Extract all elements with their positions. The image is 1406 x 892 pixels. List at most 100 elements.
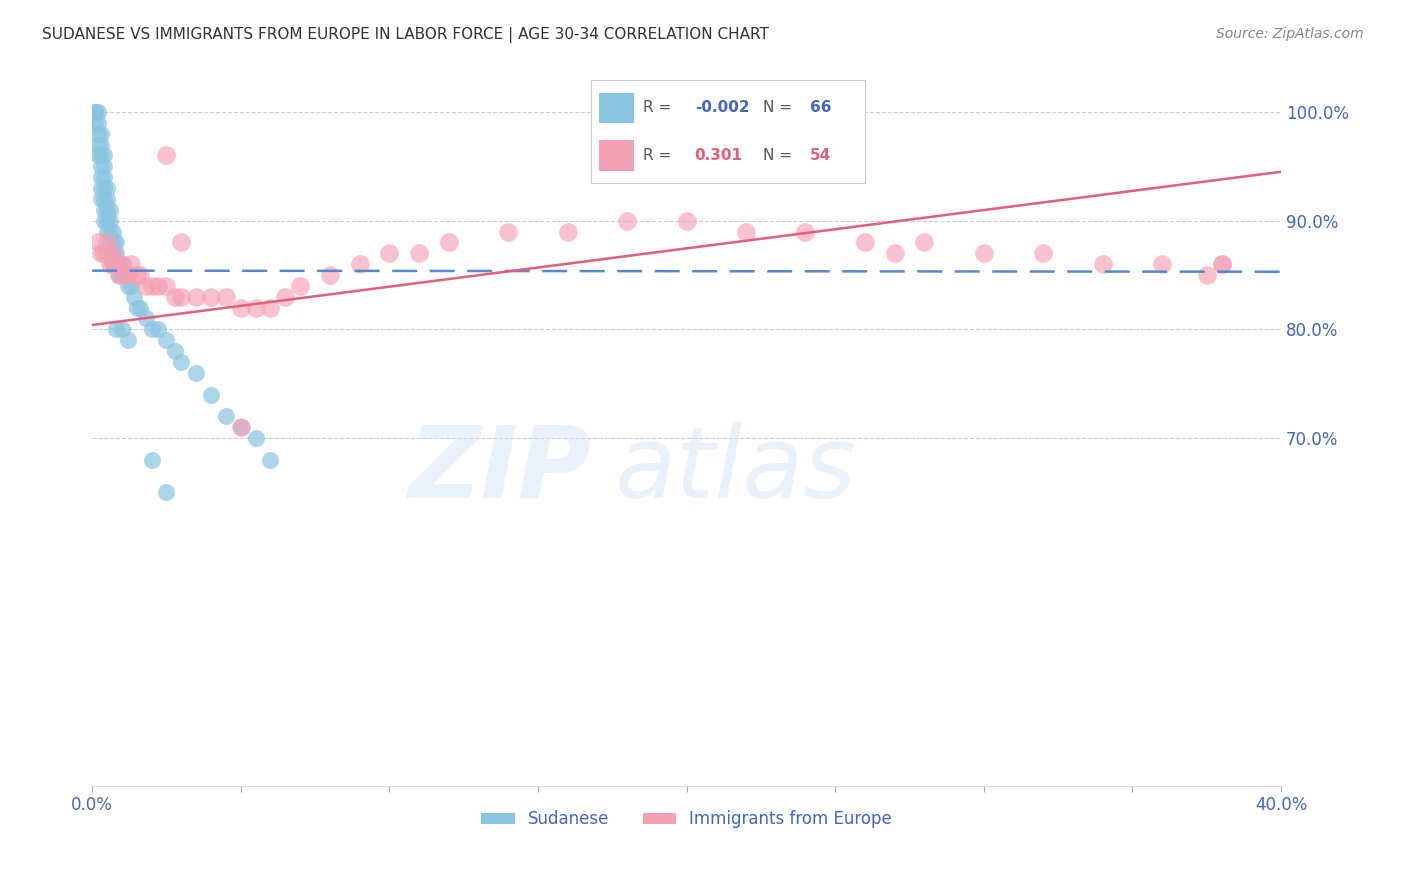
Point	[229, 420, 252, 434]
Point	[141, 322, 163, 336]
Point	[104, 246, 127, 260]
Point	[114, 268, 136, 282]
Point	[141, 278, 163, 293]
Point	[96, 181, 118, 195]
Point	[87, 105, 110, 120]
Point	[200, 290, 222, 304]
Point	[111, 257, 134, 271]
Point	[259, 452, 281, 467]
Point	[90, 192, 112, 206]
Point	[135, 278, 157, 293]
Point	[90, 181, 112, 195]
Point	[557, 225, 579, 239]
Point	[96, 235, 118, 250]
Point	[93, 213, 115, 227]
Text: ZIP: ZIP	[409, 422, 592, 518]
Point	[155, 333, 177, 347]
Point	[101, 225, 124, 239]
Text: R =: R =	[643, 148, 671, 162]
Point	[125, 268, 148, 282]
Point	[794, 225, 817, 239]
Point	[90, 137, 112, 152]
Point	[96, 213, 118, 227]
Point	[98, 246, 121, 260]
Point	[101, 246, 124, 260]
Point	[93, 246, 115, 260]
Point	[101, 257, 124, 271]
Point	[93, 202, 115, 217]
Text: 54: 54	[810, 148, 831, 162]
Point	[111, 257, 134, 271]
Text: 0.301: 0.301	[695, 148, 742, 162]
Point	[128, 301, 150, 315]
Point	[1211, 257, 1233, 271]
Point	[101, 235, 124, 250]
Point	[96, 225, 118, 239]
Point	[1091, 257, 1114, 271]
Point	[101, 246, 124, 260]
Point	[120, 257, 142, 271]
Point	[90, 170, 112, 185]
Point	[170, 355, 193, 369]
Point	[408, 246, 430, 260]
Point	[98, 235, 121, 250]
Point	[1032, 246, 1054, 260]
Point	[90, 127, 112, 141]
Bar	[599, 140, 634, 170]
Point	[101, 257, 124, 271]
Point	[1195, 268, 1218, 282]
Point	[135, 311, 157, 326]
Point	[245, 431, 267, 445]
Text: atlas: atlas	[616, 422, 856, 518]
Point	[87, 116, 110, 130]
Legend: Sudanese, Immigrants from Europe: Sudanese, Immigrants from Europe	[474, 804, 898, 835]
Point	[98, 257, 121, 271]
Point	[675, 213, 697, 227]
Point	[200, 387, 222, 401]
Text: N =: N =	[763, 148, 792, 162]
Point	[96, 192, 118, 206]
Point	[1211, 257, 1233, 271]
Point	[883, 246, 905, 260]
Point	[125, 301, 148, 315]
Point	[735, 225, 758, 239]
Point	[290, 278, 312, 293]
Point	[853, 235, 876, 250]
Point	[170, 290, 193, 304]
Point	[128, 268, 150, 282]
Point	[90, 159, 112, 173]
Point	[245, 301, 267, 315]
Point	[186, 290, 208, 304]
Point	[96, 202, 118, 217]
Point	[155, 485, 177, 500]
Point	[229, 420, 252, 434]
Bar	[599, 93, 634, 123]
Text: 66: 66	[810, 101, 831, 115]
Point	[229, 301, 252, 315]
Point	[90, 246, 112, 260]
Point	[146, 322, 169, 336]
Point	[104, 322, 127, 336]
Point	[117, 333, 139, 347]
Point	[93, 181, 115, 195]
Point	[84, 105, 107, 120]
Point	[319, 268, 342, 282]
Point	[111, 268, 134, 282]
Point	[117, 268, 139, 282]
Point	[87, 235, 110, 250]
Point	[104, 257, 127, 271]
Point	[186, 366, 208, 380]
Point	[87, 137, 110, 152]
Point	[141, 452, 163, 467]
Text: SUDANESE VS IMMIGRANTS FROM EUROPE IN LABOR FORCE | AGE 30-34 CORRELATION CHART: SUDANESE VS IMMIGRANTS FROM EUROPE IN LA…	[42, 27, 769, 43]
Text: R =: R =	[643, 101, 671, 115]
Point	[120, 278, 142, 293]
Point	[259, 301, 281, 315]
Point	[215, 409, 238, 424]
Point	[912, 235, 935, 250]
Point	[437, 235, 460, 250]
Point	[93, 159, 115, 173]
Point	[378, 246, 401, 260]
Point	[108, 257, 131, 271]
Point	[114, 268, 136, 282]
